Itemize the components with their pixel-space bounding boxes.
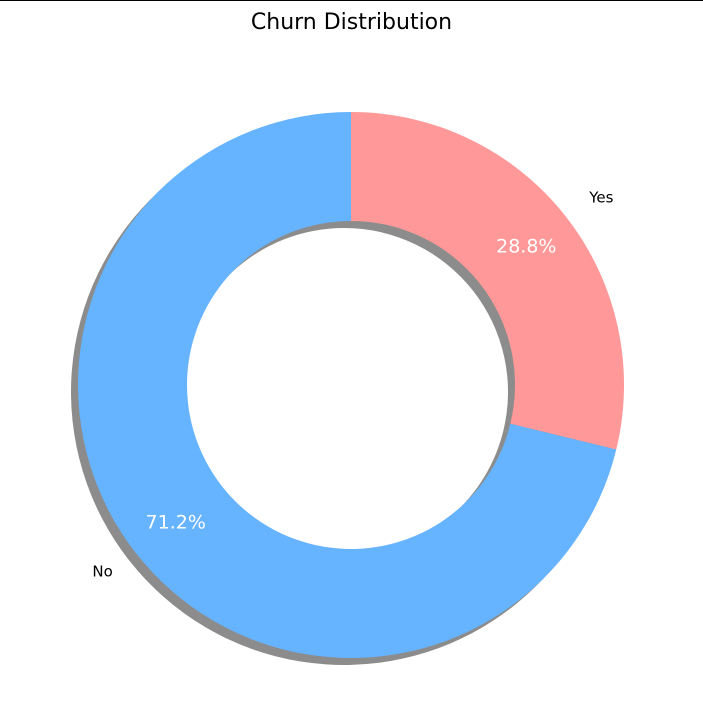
slice-pct-yes: 28.8% xyxy=(496,236,556,258)
slice-no xyxy=(78,112,617,658)
chart-title: Churn Distribution xyxy=(250,10,453,35)
top-border xyxy=(0,0,703,1)
labels: Yes 28.8% No 71.2% xyxy=(92,188,613,580)
slice-label-yes: Yes xyxy=(588,188,613,206)
slice-pct-no: 71.2% xyxy=(146,511,206,533)
slice-yes xyxy=(351,112,625,450)
slice-label-no: No xyxy=(92,563,112,581)
slices xyxy=(78,112,625,658)
